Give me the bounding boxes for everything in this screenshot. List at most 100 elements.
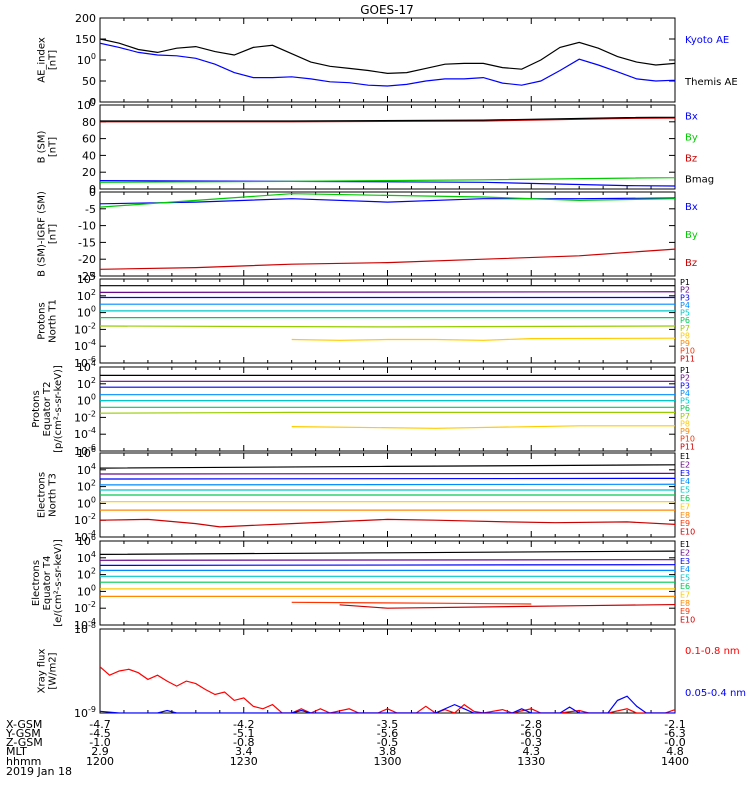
legend-electrons_t4-e2: E2: [680, 548, 690, 557]
legend-electrons_t4-e8: E8: [680, 599, 690, 608]
ytick-label-xray-1: 10-8: [74, 621, 96, 636]
ephem-value-4-2: -0.0: [664, 736, 685, 749]
ephem-value-4-4: 1400: [661, 755, 689, 768]
legend-xray-0-1-0-8-nm: 0.1-0.8 nm: [685, 646, 740, 657]
ytick-label-bdiff-5: 0: [89, 186, 96, 199]
legend-electrons_t3-e7: E7: [680, 502, 690, 511]
ephem-label-1: Y-GSM: [5, 727, 41, 740]
ylabel-protons_t1-0: Protons: [37, 302, 48, 339]
ephem-value-1-2: -0.8: [233, 736, 254, 749]
legend-ae-themis-ae: Themis AE: [684, 77, 738, 88]
series-protons_t2-p7: [100, 411, 675, 414]
ephem-value-4-0: -2.1: [664, 718, 685, 731]
legend-protons_t2-p6: P6: [680, 404, 690, 413]
ytick-label-protons_t1-1: 10-4: [74, 338, 96, 353]
ylabel-bsm-1: [nT]: [48, 137, 59, 157]
legend-electrons_t3-e1: E1: [680, 452, 690, 461]
series-electrons_t4-e1: [100, 550, 675, 556]
panel-frame-protons_t2: [99, 366, 676, 452]
ytick-label-protons_t2-4: 102: [77, 376, 96, 391]
ephem-value-1-3: 3.4: [235, 745, 253, 758]
ytick-label-electrons_t4-2: 100: [77, 583, 96, 598]
ephem-value-2-2: -0.5: [377, 736, 398, 749]
panel-frame-bdiff: [99, 191, 676, 277]
ephem-value-1-1: -5.1: [233, 727, 254, 740]
legend-protons_t1-p9: P9: [680, 339, 690, 348]
ytick-label-protons_t2-3: 100: [77, 393, 96, 408]
ephem-value-0-2: -1.0: [89, 736, 110, 749]
ytick-label-protons_t1-2: 10-2: [74, 321, 96, 336]
legend-electrons_t3-e2: E2: [680, 460, 690, 469]
series-electrons_t4-e2: [100, 559, 675, 561]
legend-electrons_t3-e6: E6: [680, 494, 690, 503]
legend-protons_t1-p1: P1: [680, 278, 690, 287]
ylabel-protons_t2-2: [p/(cm²-s-sr-keV)]: [53, 365, 64, 453]
legend-electrons_t4-e4: E4: [680, 565, 690, 574]
legend-protons_t2-p11: P11: [680, 442, 695, 451]
series-electrons_t3-e1: [100, 464, 675, 469]
series-ae-kyoto-ae: [100, 42, 675, 87]
legend-bsm-bz: Bz: [685, 154, 697, 165]
legend-electrons_t4-e1: E1: [680, 540, 690, 549]
ytick-label-bsm-3: 60: [82, 133, 96, 146]
series-electrons_t3-e2: [100, 472, 675, 475]
series-electrons_t4-e3: [100, 564, 675, 567]
legend-protons_t2-p9: P9: [680, 427, 690, 436]
ylabel-protons_t2-0: Protons: [31, 390, 42, 427]
ylabel-xray-0: Xray flux: [37, 649, 48, 694]
ytick-label-electrons_t4-4: 104: [77, 550, 96, 565]
series-protons_t1-p7: [100, 325, 675, 328]
ylabel-protons_t2-1: Equator T2: [42, 382, 53, 437]
series-protons_t1-p8: [291, 337, 675, 341]
legend-electrons_t4-e9: E9: [680, 607, 690, 616]
chart-title: GOES-17: [360, 3, 414, 17]
ephem-label-0: X-GSM: [6, 718, 42, 731]
ylabel-electrons_t3-0: Electrons: [37, 472, 48, 518]
legend-protons_t1-p8: P8: [680, 331, 690, 340]
ephem-value-2-1: -5.6: [377, 727, 398, 740]
legend-protons_t1-p6: P6: [680, 316, 690, 325]
ephem-value-2-3: 3.8: [379, 745, 397, 758]
ephem-label-3: MLT: [6, 745, 27, 758]
ephem-value-0-0: -4.7: [89, 718, 110, 731]
legend-protons_t1-p3: P3: [680, 293, 690, 302]
ephem-value-3-4: 1330: [517, 755, 545, 768]
legend-electrons_t3-e9: E9: [680, 519, 690, 528]
ylabel-electrons_t4-1: Equator T4: [42, 556, 53, 611]
ytick-label-bdiff-1: -20: [78, 253, 96, 266]
ytick-label-electrons_t3-5: 106: [77, 445, 96, 460]
series-bsm-by: [100, 177, 675, 183]
ytick-label-electrons_t3-2: 100: [77, 495, 96, 510]
ytick-label-bsm-0: 0: [89, 183, 96, 196]
ytick-label-protons_t2-1: 10-4: [74, 426, 96, 441]
ephem-value-1-0: -4.2: [233, 718, 254, 731]
ylabel-bdiff-1: [nT]: [48, 224, 59, 244]
ytick-label-ae-3: 150: [75, 33, 96, 46]
ytick-label-electrons_t4-3: 102: [77, 567, 96, 582]
series-bdiff-bz: [100, 248, 675, 270]
legend-xray-0-05-0-4-nm: 0.05-0.4 nm: [685, 688, 746, 699]
ytick-label-bdiff-0: -25: [78, 270, 96, 283]
ytick-label-electrons_t4-1: 10-2: [74, 600, 96, 615]
legend-bsm-by: By: [685, 133, 698, 144]
ylabel-ae-1: [nT]: [48, 50, 59, 70]
legend-bdiff-bx: Bx: [685, 202, 698, 213]
ytick-label-electrons_t3-3: 102: [77, 479, 96, 494]
series-ae-themis-ae: [100, 38, 675, 75]
ytick-label-bdiff-3: -10: [78, 220, 96, 233]
legend-electrons_t4-e6: E6: [680, 582, 690, 591]
ytick-label-protons_t1-3: 100: [77, 305, 96, 320]
ephem-value-4-1: -6.3: [664, 727, 685, 740]
legend-protons_t2-p5: P5: [680, 397, 690, 406]
ephem-value-0-3: 2.9: [91, 745, 109, 758]
ytick-label-protons_t1-4: 102: [77, 288, 96, 303]
ylabel-electrons_t4-0: Electrons: [31, 560, 42, 606]
legend-protons_t1-p11: P11: [680, 354, 695, 363]
ephem-value-3-2: -0.3: [521, 736, 542, 749]
ytick-label-protons_t2-5: 104: [77, 359, 96, 374]
ephem-value-0-4: 1200: [86, 755, 114, 768]
series-electrons_t4-e10: [339, 603, 675, 609]
legend-protons_t2-p4: P4: [680, 389, 690, 398]
legend-bsm-bmag: Bmag: [685, 175, 714, 186]
